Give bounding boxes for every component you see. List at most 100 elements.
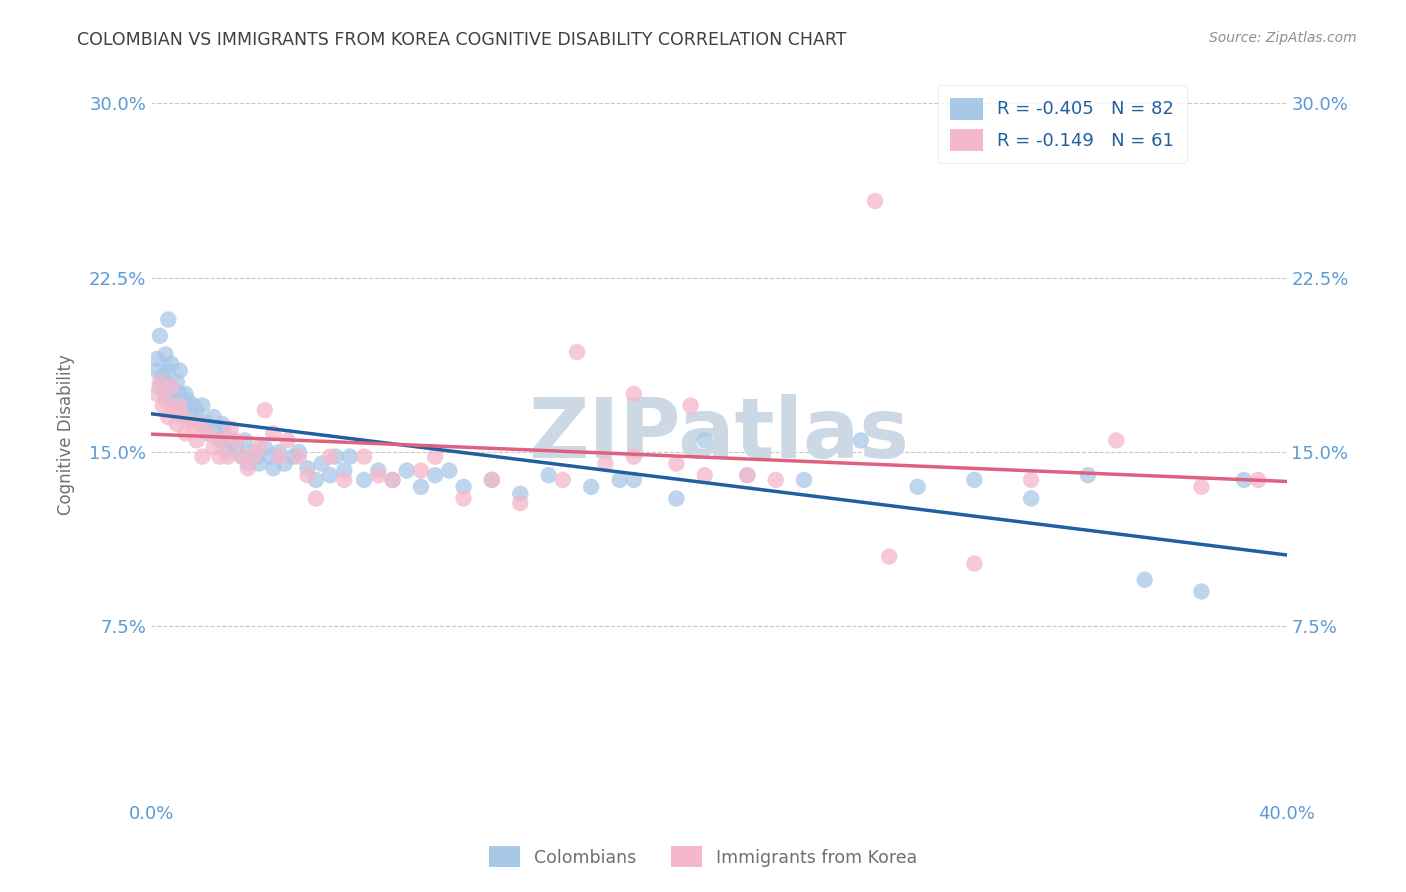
Point: [225, 434, 247, 448]
Point: [247, 457, 270, 471]
Point: [174, 426, 197, 441]
Point: [381, 473, 404, 487]
Point: [453, 480, 475, 494]
Point: [217, 445, 239, 459]
Point: [1133, 573, 1156, 587]
Point: [319, 450, 342, 464]
Point: [152, 368, 174, 383]
Point: [395, 464, 418, 478]
Point: [172, 410, 194, 425]
Point: [305, 491, 328, 506]
Point: [963, 557, 986, 571]
Legend: Colombians, Immigrants from Korea: Colombians, Immigrants from Korea: [482, 839, 924, 874]
Point: [197, 426, 219, 441]
Point: [1191, 480, 1213, 494]
Point: [565, 345, 588, 359]
Point: [581, 480, 603, 494]
Legend: R = -0.405   N = 82, R = -0.149   N = 61: R = -0.405 N = 82, R = -0.149 N = 61: [938, 85, 1187, 163]
Point: [1019, 491, 1042, 506]
Text: ZIPatlas: ZIPatlas: [529, 394, 910, 475]
Point: [186, 434, 208, 448]
Point: [174, 387, 197, 401]
Point: [242, 450, 264, 464]
Point: [453, 491, 475, 506]
Point: [219, 422, 242, 436]
Point: [325, 450, 347, 464]
Point: [623, 473, 645, 487]
Point: [166, 376, 188, 390]
Point: [339, 450, 361, 464]
Point: [169, 364, 191, 378]
Point: [242, 445, 264, 459]
Point: [149, 328, 172, 343]
Point: [1247, 473, 1270, 487]
Point: [149, 380, 172, 394]
Point: [409, 480, 432, 494]
Point: [267, 445, 290, 459]
Point: [693, 434, 716, 448]
Point: [180, 410, 202, 425]
Point: [305, 473, 328, 487]
Point: [765, 473, 787, 487]
Point: [152, 399, 174, 413]
Point: [211, 417, 233, 431]
Point: [177, 393, 200, 408]
Point: [146, 387, 169, 401]
Point: [169, 387, 191, 401]
Point: [277, 434, 299, 448]
Point: [849, 434, 872, 448]
Point: [157, 392, 180, 406]
Point: [214, 426, 236, 441]
Point: [423, 450, 446, 464]
Point: [509, 487, 531, 501]
Point: [225, 441, 247, 455]
Point: [665, 491, 688, 506]
Point: [152, 376, 174, 390]
Point: [262, 426, 284, 441]
Point: [1233, 473, 1256, 487]
Point: [509, 496, 531, 510]
Point: [208, 434, 231, 448]
Point: [247, 441, 270, 455]
Point: [595, 457, 617, 471]
Point: [665, 457, 688, 471]
Point: [863, 194, 886, 208]
Point: [288, 445, 311, 459]
Point: [236, 461, 259, 475]
Point: [163, 393, 186, 408]
Point: [623, 387, 645, 401]
Point: [205, 422, 228, 436]
Point: [439, 464, 461, 478]
Point: [262, 461, 284, 475]
Point: [149, 376, 172, 390]
Point: [194, 415, 217, 429]
Point: [288, 450, 311, 464]
Point: [155, 387, 177, 401]
Point: [253, 441, 276, 455]
Point: [186, 403, 208, 417]
Point: [231, 450, 253, 464]
Point: [793, 473, 815, 487]
Point: [267, 450, 290, 464]
Point: [197, 426, 219, 441]
Point: [157, 312, 180, 326]
Point: [333, 464, 356, 478]
Point: [202, 441, 225, 455]
Point: [481, 473, 503, 487]
Point: [174, 403, 197, 417]
Point: [409, 464, 432, 478]
Point: [183, 422, 205, 436]
Point: [155, 347, 177, 361]
Point: [188, 417, 211, 431]
Point: [367, 468, 389, 483]
Point: [146, 352, 169, 367]
Text: COLOMBIAN VS IMMIGRANTS FROM KOREA COGNITIVE DISABILITY CORRELATION CHART: COLOMBIAN VS IMMIGRANTS FROM KOREA COGNI…: [77, 31, 846, 49]
Point: [160, 380, 183, 394]
Point: [236, 457, 259, 471]
Point: [160, 357, 183, 371]
Point: [1077, 468, 1099, 483]
Point: [963, 473, 986, 487]
Point: [1105, 434, 1128, 448]
Point: [183, 399, 205, 413]
Y-axis label: Cognitive Disability: Cognitive Disability: [58, 354, 75, 515]
